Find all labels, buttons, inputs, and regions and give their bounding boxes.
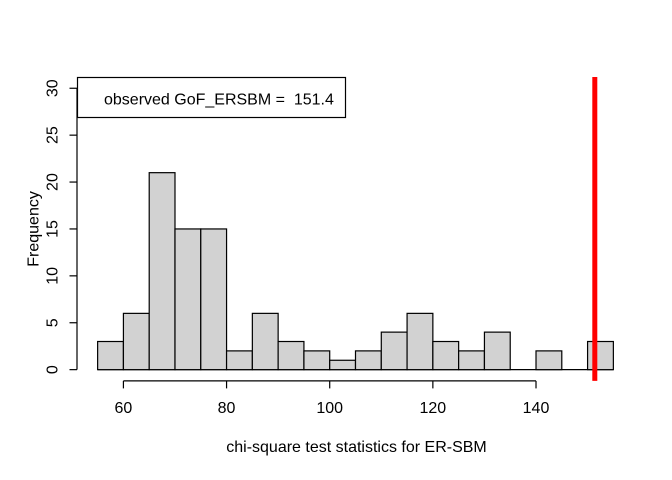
histogram-bar — [458, 350, 486, 371]
y-axis-title: Frequency — [26, 191, 43, 267]
legend-box — [76, 76, 347, 119]
histogram-bar — [380, 331, 408, 371]
y-tick-label: 0 — [45, 365, 62, 374]
histogram-bar — [432, 340, 460, 371]
histogram-bar — [225, 350, 253, 371]
histogram-bar — [354, 350, 382, 371]
legend-text: observed GoF_ERSBM = 151.4 — [104, 92, 334, 109]
histogram-bar — [406, 312, 434, 371]
x-axis-title: chi-square test statistics for ER-SBM — [226, 439, 487, 456]
y-tick-label: 15 — [45, 220, 62, 238]
x-tick-label: 100 — [316, 400, 343, 417]
histogram-bar — [329, 359, 357, 371]
x-tick-label: 60 — [115, 400, 133, 417]
y-tick-label: 30 — [45, 79, 62, 97]
histogram-bar — [303, 350, 331, 371]
x-tick-label: 80 — [218, 400, 236, 417]
histogram-bar — [251, 312, 279, 371]
y-tick-label: 10 — [45, 267, 62, 285]
x-tick-label: 140 — [523, 400, 550, 417]
histogram-bar — [122, 312, 150, 371]
y-tick-label: 5 — [45, 318, 62, 327]
histogram-bar — [586, 340, 614, 371]
histogram-bar — [200, 228, 228, 371]
x-tick-label: 120 — [420, 400, 447, 417]
histogram-bar — [535, 350, 563, 371]
histogram-bar — [483, 331, 511, 371]
histogram-bar — [174, 228, 202, 371]
histogram-bar — [277, 340, 305, 371]
y-tick-label: 20 — [45, 173, 62, 191]
histogram-bar — [148, 172, 176, 371]
histogram-bar — [97, 340, 125, 371]
y-tick-label: 25 — [45, 126, 62, 144]
